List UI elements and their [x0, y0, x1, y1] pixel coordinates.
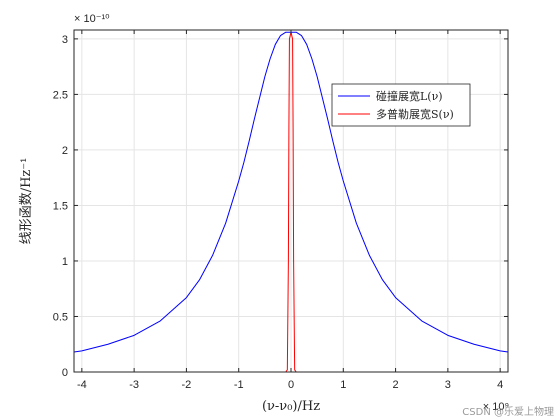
- x-tick-label: 2: [393, 379, 399, 391]
- legend-label-doppler: 多普勒展宽S(ν): [376, 107, 454, 121]
- y-tick-label: 1.5: [53, 200, 68, 212]
- x-tick-label: -2: [182, 379, 192, 391]
- axis-ticks: [74, 30, 508, 373]
- legend-box: [331, 83, 471, 127]
- legend: 碰撞展宽L(ν) 多普勒展宽S(ν): [331, 83, 471, 127]
- x-tick-label: -3: [129, 379, 139, 391]
- y-multiplier-label: × 10⁻¹⁰: [74, 13, 110, 25]
- y-tick-label: 0.5: [53, 311, 68, 323]
- y-axis-title: 线形函数/Hz⁻¹: [19, 158, 34, 245]
- x-multiplier-label: × 10⁹: [483, 401, 509, 413]
- y-tick-label: 0: [62, 367, 68, 379]
- y-multiplier: × 10⁻¹⁰: [74, 13, 110, 25]
- x-tick-label: 1: [340, 379, 346, 391]
- x-tick-label: -1: [234, 379, 244, 391]
- x-multiplier: × 10⁹: [483, 401, 509, 413]
- y-tick-label: 2: [62, 145, 68, 157]
- legend-label-collision: 碰撞展宽L(ν): [376, 89, 443, 103]
- y-tick-label: 3: [62, 34, 68, 46]
- x-axis-title: (ν-ν₀)/Hz: [262, 399, 320, 414]
- watermark: CSDN @乐爱上物理: [462, 407, 554, 418]
- y-tick-label: 1: [62, 256, 68, 268]
- x-tick-label: 4: [497, 379, 503, 391]
- y-tick-label: 2.5: [53, 89, 68, 101]
- x-tick-label: 3: [445, 379, 451, 391]
- tick-labels: -4 -3 -2 -1 0 1 2 3 4 0 0.5 1 1.5 2 2.5 3: [53, 34, 504, 391]
- x-tick-label: -4: [77, 379, 87, 391]
- x-tick-label: 0: [288, 379, 294, 391]
